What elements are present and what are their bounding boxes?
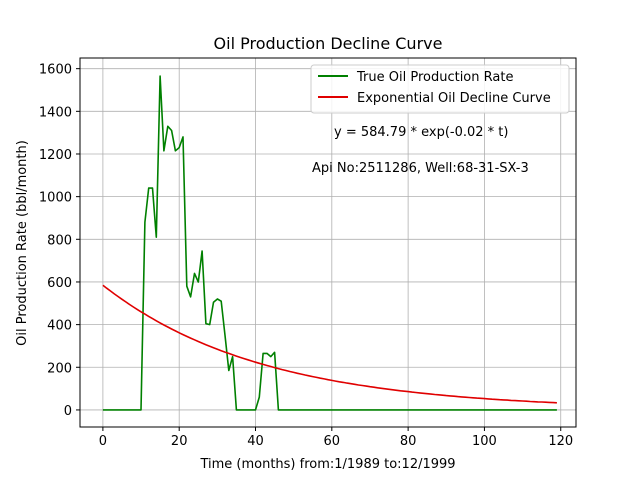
well-annotation: Api No:2511286, Well:68-31-SX-3: [312, 161, 529, 176]
x-tick-label: 60: [324, 434, 341, 449]
x-tick-label: 0: [99, 434, 107, 449]
y-tick-label: 1000: [39, 191, 72, 206]
ticks: 0 20 40 60 80 100 1200200400600800100012001400…: [39, 63, 573, 449]
x-tick-label: 100: [472, 434, 497, 449]
x-axis-label: Time (months) from:1/1989 to:12/1999: [199, 457, 455, 472]
equation-annotation: y = 584.79 * exp(-0.02 * t): [334, 125, 508, 140]
y-tick-label: 600: [47, 276, 72, 291]
y-tick-label: 1600: [39, 63, 72, 78]
legend-box: [310, 64, 570, 114]
y-tick-label: 1400: [39, 105, 72, 120]
plot-frame: [79, 57, 577, 428]
x-tick-label: 120: [548, 434, 573, 449]
y-tick-label: 800: [47, 233, 72, 248]
y-tick-label: 200: [47, 361, 72, 376]
series-line-true-rate: [102, 75, 557, 411]
y-tick-label: 1200: [39, 148, 72, 163]
series-line-decline-curve: [102, 284, 557, 404]
legend-label-true-rate: True Oil Production Rate: [356, 70, 513, 85]
y-tick-label: 400: [47, 319, 72, 334]
x-tick-label: 20: [171, 434, 188, 449]
y-axis-label: Oil Production Rate (bbl/month): [15, 140, 30, 346]
x-tick-label: 80: [400, 434, 417, 449]
series-layer: [102, 75, 557, 411]
legend-label-decline-curve: Exponential Oil Decline Curve: [357, 91, 551, 106]
y-tick-label: 0: [64, 404, 72, 419]
legend: True Oil Production Rate Exponential Oil…: [310, 64, 570, 114]
chart-title: Oil Production Decline Curve: [214, 34, 443, 53]
x-tick-label: 40: [247, 434, 264, 449]
